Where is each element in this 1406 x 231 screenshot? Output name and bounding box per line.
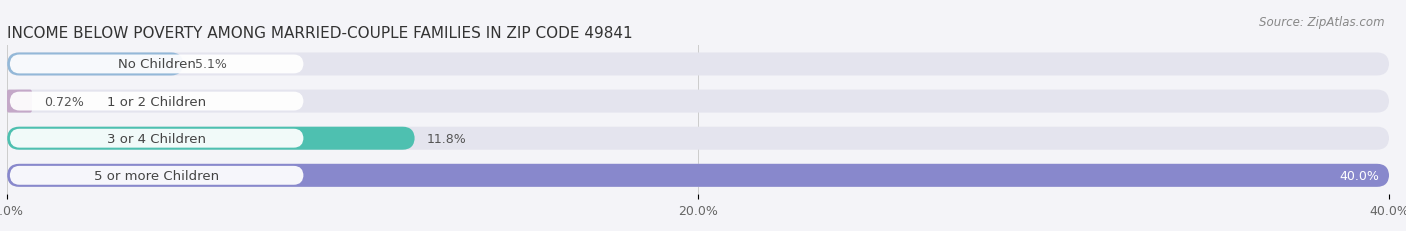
Text: 5 or more Children: 5 or more Children: [94, 169, 219, 182]
Text: 40.0%: 40.0%: [1339, 169, 1379, 182]
Text: 0.72%: 0.72%: [44, 95, 84, 108]
Text: 11.8%: 11.8%: [427, 132, 467, 145]
FancyBboxPatch shape: [7, 90, 32, 113]
FancyBboxPatch shape: [10, 92, 304, 111]
Text: No Children: No Children: [118, 58, 195, 71]
FancyBboxPatch shape: [10, 129, 304, 148]
Text: 3 or 4 Children: 3 or 4 Children: [107, 132, 207, 145]
FancyBboxPatch shape: [10, 55, 304, 74]
FancyBboxPatch shape: [7, 164, 1389, 187]
Text: INCOME BELOW POVERTY AMONG MARRIED-COUPLE FAMILIES IN ZIP CODE 49841: INCOME BELOW POVERTY AMONG MARRIED-COUPL…: [7, 26, 633, 41]
Text: Source: ZipAtlas.com: Source: ZipAtlas.com: [1260, 16, 1385, 29]
Text: 5.1%: 5.1%: [195, 58, 228, 71]
FancyBboxPatch shape: [7, 53, 183, 76]
Text: 1 or 2 Children: 1 or 2 Children: [107, 95, 207, 108]
FancyBboxPatch shape: [7, 90, 1389, 113]
FancyBboxPatch shape: [7, 127, 415, 150]
FancyBboxPatch shape: [10, 166, 304, 185]
FancyBboxPatch shape: [7, 53, 1389, 76]
FancyBboxPatch shape: [7, 164, 1389, 187]
FancyBboxPatch shape: [7, 127, 1389, 150]
